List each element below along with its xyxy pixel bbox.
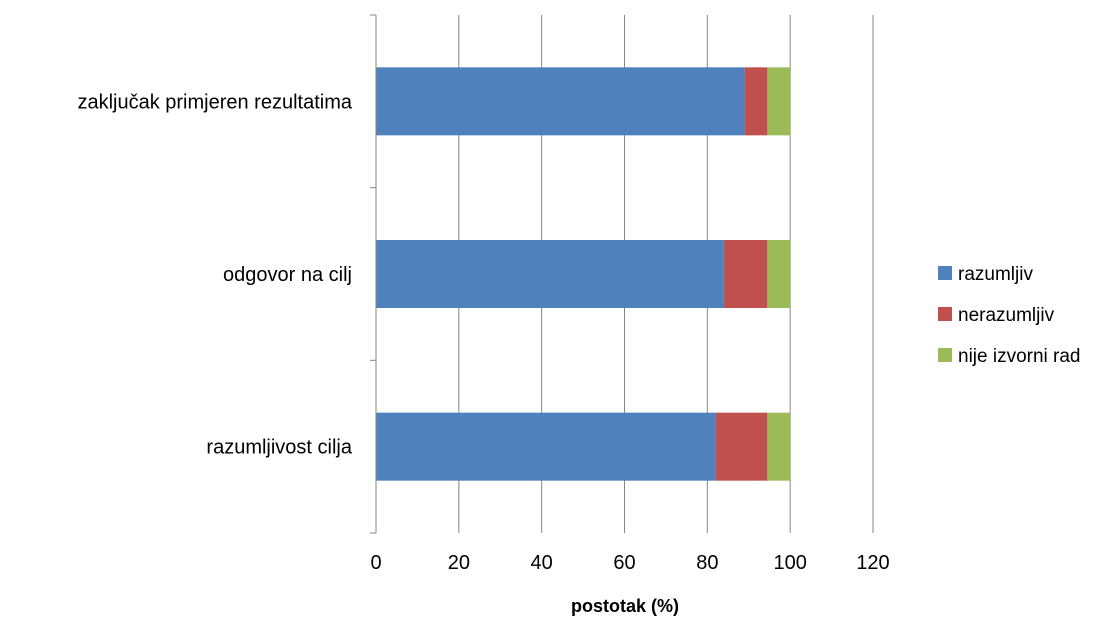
axes bbox=[370, 14, 377, 534]
x-axis-title: postotak (%) bbox=[571, 596, 679, 616]
x-tick-label: 20 bbox=[448, 552, 470, 574]
legend-label: nije izvorni rad bbox=[958, 346, 1081, 367]
legend: razumljiv nerazumljiv nije izvorni rad bbox=[938, 264, 1081, 367]
x-tick-label: 60 bbox=[613, 552, 635, 574]
x-tick-label: 120 bbox=[856, 552, 889, 574]
category-labels: razumljivost cilja odgovor na cilj zaključ… bbox=[77, 91, 352, 458]
bar-nerazumljiv-2 bbox=[744, 67, 768, 136]
category-label: razumljivost cilja bbox=[206, 437, 352, 459]
category-label: zaključak primjeren rezultatima bbox=[77, 91, 352, 113]
x-tick-label: 80 bbox=[696, 552, 718, 574]
legend-swatch bbox=[938, 266, 952, 280]
x-tick-labels: 0 20 40 60 80 100 120 bbox=[370, 552, 889, 574]
bars bbox=[376, 67, 791, 481]
x-tick-label: 0 bbox=[370, 552, 381, 574]
bar-nije-izvorni-rad-2 bbox=[767, 67, 791, 136]
legend-label: razumljiv bbox=[958, 264, 1033, 285]
bar-nije-izvorni-rad-0 bbox=[767, 412, 791, 481]
bar-nerazumljiv-0 bbox=[715, 412, 768, 481]
legend-swatch bbox=[938, 307, 952, 321]
bar-razumljiv-1 bbox=[376, 240, 724, 308]
x-tick-label: 40 bbox=[531, 552, 553, 574]
bar-nerazumljiv-1 bbox=[723, 240, 768, 308]
legend-label: nerazumljiv bbox=[958, 305, 1055, 326]
category-label: odgovor na cilj bbox=[223, 264, 352, 286]
bar-razumljiv-2 bbox=[376, 67, 745, 136]
bar-nije-izvorni-rad-1 bbox=[767, 240, 791, 308]
legend-swatch bbox=[938, 348, 952, 362]
x-tick-label: 100 bbox=[773, 552, 806, 574]
bar-razumljiv-0 bbox=[376, 412, 716, 481]
